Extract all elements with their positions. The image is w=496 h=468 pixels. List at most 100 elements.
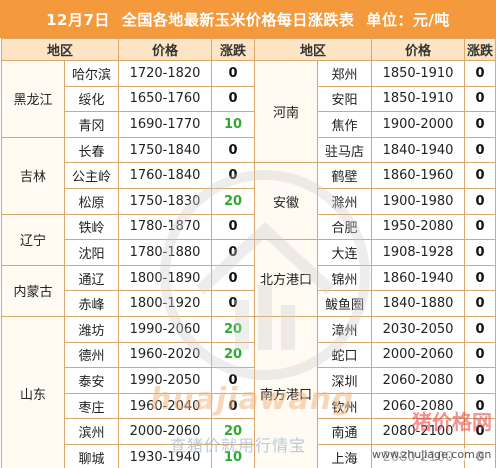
left-region-name: 内蒙古 — [1, 264, 65, 317]
right-change: 0 — [464, 136, 496, 164]
right-city: 上海 — [317, 443, 373, 468]
right-price: 2060-2080 — [371, 367, 466, 394]
left-city: 通辽 — [63, 264, 120, 292]
right-change: 0 — [464, 367, 496, 394]
table-row: 枣庄 1960-2040 0 钦州 2060-2080 0 — [2, 392, 496, 420]
right-city: 漳州 — [317, 315, 373, 343]
table-row: 辽宁 铁岭 1780-1870 0 合肥 1950-2080 0 — [1, 213, 496, 266]
right-city: 南通 — [317, 418, 373, 445]
left-price: 1960-2040 — [118, 392, 213, 420]
right-region-name: 南方港口 — [254, 315, 319, 468]
right-region-name: 河南 — [254, 59, 319, 164]
left-city: 哈尔滨 — [63, 60, 120, 87]
left-price: 1930-1940 — [118, 443, 213, 468]
right-change: 0 — [464, 264, 496, 292]
right-change: 0 — [464, 418, 496, 445]
right-change: 0 — [464, 290, 496, 317]
left-change: 20 — [211, 418, 256, 445]
header-region-left: 地区 — [0, 38, 120, 61]
right-change: 0 — [464, 315, 496, 343]
right-price: 1860-1940 — [371, 264, 466, 292]
left-city: 枣庄 — [63, 392, 120, 420]
right-price: 1900-2000 — [371, 111, 466, 138]
right-region-name: 北方港口 — [254, 239, 319, 317]
title-text: 全国各地最新玉米价格每日涨跌表 — [121, 10, 355, 29]
table-row: 泰安 1990-2050 0 深圳 2060-2080 0 — [2, 367, 496, 394]
left-price: 1780-1870 — [118, 213, 213, 241]
left-city: 公主岭 — [63, 162, 120, 189]
table-row: 绥化 1650-1760 0 安阳 1850-1910 0 — [2, 85, 496, 113]
right-city: 驻马店 — [317, 136, 373, 164]
right-city: 焦作 — [317, 111, 373, 138]
right-change: 0 — [464, 187, 496, 215]
left-city: 德州 — [63, 341, 120, 369]
right-price: 1850-1910 — [371, 85, 466, 113]
left-change: 20 — [211, 315, 256, 343]
table-row: 公主岭 1760-1840 0 安徽 鹤壁 1860-1960 0 — [2, 162, 496, 241]
right-city: 大连 — [317, 239, 373, 266]
table-row: 内蒙古 通辽 1800-1890 0 锦州 1860-1940 0 — [1, 264, 496, 317]
left-change: 20 — [211, 187, 256, 215]
title-unit: 单位：元/吨 — [366, 10, 450, 29]
right-price: 1900-1980 — [371, 187, 466, 215]
left-change: 0 — [211, 60, 256, 87]
right-price: 2030-2050 — [371, 315, 466, 343]
right-city: 鹤壁 — [317, 162, 373, 189]
left-change: 0 — [211, 239, 256, 266]
left-city: 聊城 — [63, 443, 120, 468]
right-price: 1840-1880 — [371, 290, 466, 317]
left-price: 1690-1770 — [118, 111, 213, 138]
header-change-left: 涨跌 — [211, 38, 256, 61]
right-city: 滁州 — [317, 187, 373, 215]
right-city: 合肥 — [317, 213, 373, 241]
right-price: 1860-1960 — [371, 162, 466, 189]
right-city: 深圳 — [317, 367, 373, 394]
left-city: 沈阳 — [63, 239, 120, 266]
left-change: 20 — [211, 341, 256, 369]
left-region-name: 吉林 — [1, 136, 65, 215]
left-city: 赤峰 — [63, 290, 120, 317]
right-change: 0 — [464, 443, 496, 468]
table-header-row: 地区 价格 涨跌 地区 价格 涨跌 — [0, 38, 496, 61]
table-row: 沈阳 1780-1880 0 北方港口 大连 1908-1928 0 — [2, 239, 496, 317]
left-city: 泰安 — [63, 367, 120, 394]
right-change: 0 — [464, 213, 496, 241]
right-change: 0 — [464, 85, 496, 113]
left-price: 1990-2060 — [118, 315, 213, 343]
left-region-name: 黑龙江 — [1, 60, 65, 138]
right-change: 0 — [464, 111, 496, 138]
table-title: 12月7日 全国各地最新玉米价格每日涨跌表 单位：元/吨 — [0, 0, 496, 38]
right-change: 0 — [464, 60, 496, 87]
right-city: 郑州 — [317, 60, 373, 87]
left-change: 0 — [211, 290, 256, 317]
right-change: 0 — [464, 162, 496, 189]
right-city: 安阳 — [317, 85, 373, 113]
left-change: 0 — [211, 392, 256, 420]
right-price: 2080-2100 — [371, 443, 466, 468]
table-row: 滨州 2000-2060 20 南通 2080-2100 0 — [2, 418, 496, 445]
left-region-name: 山东 — [1, 315, 65, 468]
left-price: 1780-1880 — [118, 239, 213, 266]
right-price: 1840-1940 — [371, 136, 466, 164]
right-price: 2000-2060 — [371, 341, 466, 369]
left-price: 1720-1820 — [118, 60, 213, 87]
table-row: 青冈 1690-1770 10 焦作 1900-2000 0 — [2, 111, 496, 138]
table-row: 山东 潍坊 1990-2060 20 南方港口 漳州 2030-2050 0 — [1, 315, 496, 468]
table-row: 德州 1960-2020 20 蛇口 2000-2060 0 — [2, 341, 496, 369]
left-city: 青冈 — [63, 111, 120, 138]
left-region-name: 辽宁 — [1, 213, 65, 266]
right-change: 0 — [464, 341, 496, 369]
left-change: 0 — [211, 162, 256, 189]
table-row: 聊城 1930-1940 10 上海 2080-2100 0 — [2, 443, 496, 468]
right-city: 鲅鱼圈 — [317, 290, 373, 317]
left-city: 松原 — [63, 187, 120, 215]
left-price: 1990-2050 — [118, 367, 213, 394]
price-table: 地区 价格 涨跌 地区 价格 涨跌 黑龙江 哈尔滨 1720-1820 0 河南 郑州 18… — [0, 38, 496, 468]
right-price: 1908-1928 — [371, 239, 466, 266]
left-change: 10 — [211, 111, 256, 138]
right-price: 2060-2080 — [371, 392, 466, 420]
right-region-name: 安徽 — [254, 162, 319, 241]
right-price: 1950-2080 — [371, 213, 466, 241]
left-price: 2000-2060 — [118, 418, 213, 445]
left-price: 1760-1840 — [118, 162, 213, 189]
